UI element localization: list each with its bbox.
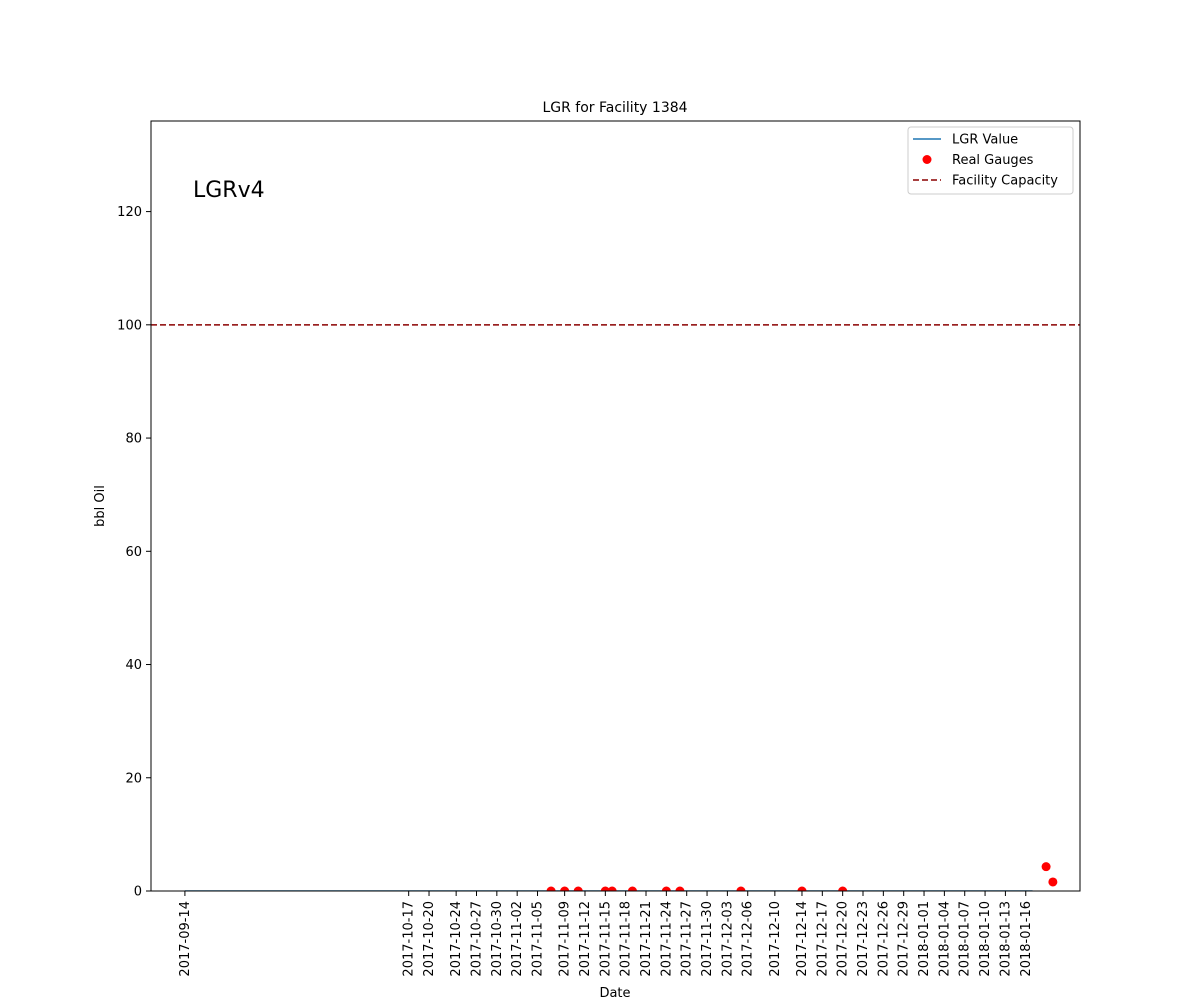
x-tick-label: 2018-01-01	[917, 901, 932, 977]
x-tick-label: 2017-11-21	[639, 901, 654, 977]
real-gauge-point	[675, 886, 685, 891]
legend-box	[907, 126, 1074, 195]
x-tick-label: 2017-12-03	[720, 901, 735, 977]
y-tick-label: 60	[125, 545, 142, 560]
y-axis-label: bbl Oil	[93, 485, 108, 527]
legend-marker-swatch	[922, 155, 932, 164]
x-tick-label: 2017-11-15	[598, 901, 613, 977]
x-tick-label: 2017-12-06	[741, 901, 756, 977]
real-gauge-point	[838, 886, 848, 891]
x-tick-label: 2017-12-14	[795, 901, 810, 977]
legend: LGR Value Real Gauges Facility Capacity	[907, 126, 1074, 195]
real-gauge-point	[560, 886, 570, 891]
x-tick-label: 2017-10-17	[402, 901, 417, 977]
x-tick-label: 2017-12-29	[897, 901, 912, 977]
x-tick-label: 2018-01-13	[998, 901, 1013, 977]
x-axis: 2017-09-14 2017-10-17 2017-10-20 2017-10-24…	[178, 891, 1034, 977]
real-gauge-point	[607, 886, 617, 891]
real-gauge-point	[797, 886, 807, 891]
real-gauge-point	[661, 886, 671, 891]
x-tick-label: 2017-12-20	[836, 901, 851, 977]
x-tick-label: 2017-10-24	[449, 901, 464, 977]
x-tick-label: 2017-11-18	[619, 901, 634, 977]
x-tick-label: 2017-10-27	[469, 901, 484, 977]
y-tick-label: 0	[134, 885, 142, 900]
x-tick-label: 2017-11-09	[558, 901, 573, 977]
real-gauge-point	[600, 886, 610, 891]
x-tick-label: 2018-01-10	[978, 901, 993, 977]
legend-label: Facility Capacity	[952, 174, 1058, 189]
legend-label: LGR Value	[952, 133, 1018, 148]
x-tick-label: 2017-10-30	[490, 901, 505, 977]
x-tick-label: 2018-01-04	[937, 901, 952, 977]
real-gauge-point	[1048, 877, 1058, 887]
x-axis-label: Date	[599, 986, 630, 1000]
real-gauge-point	[627, 886, 637, 891]
real-gauge-point	[1041, 862, 1051, 872]
real-gauge-point	[546, 886, 556, 891]
y-tick-label: 100	[117, 318, 142, 333]
plot-frame	[150, 120, 1081, 892]
x-tick-label: 2017-11-30	[700, 901, 715, 977]
x-tick-label: 2017-09-14	[178, 901, 193, 977]
plot-area	[151, 324, 1080, 891]
real-gauge-point	[736, 886, 746, 891]
chart-annotation: LGRv4	[193, 178, 265, 203]
x-tick-label: 2017-12-10	[768, 901, 783, 977]
y-tick-label: 20	[125, 771, 142, 786]
real-gauge-point	[573, 886, 583, 891]
y-axis: 0 20 40 60 80 100 120	[117, 205, 151, 900]
y-tick-label: 40	[125, 658, 142, 673]
x-tick-label: 2017-12-17	[815, 901, 830, 977]
x-tick-label: 2017-11-27	[680, 901, 695, 977]
y-tick-label: 120	[117, 205, 142, 220]
x-tick-label: 2017-11-02	[510, 901, 525, 977]
x-tick-label: 2017-11-12	[578, 901, 593, 977]
x-tick-label: 2017-12-26	[876, 901, 891, 977]
x-tick-label: 2017-11-05	[531, 901, 546, 977]
chart-title: LGR for Facility 1384	[542, 100, 687, 116]
x-tick-label: 2018-01-16	[1019, 901, 1034, 977]
x-tick-label: 2018-01-07	[958, 901, 973, 977]
x-tick-label: 2017-10-20	[422, 901, 437, 977]
y-tick-label: 80	[125, 432, 142, 447]
x-tick-label: 2017-11-24	[659, 901, 674, 977]
x-tick-label: 2017-12-23	[856, 901, 871, 977]
legend-label: Real Gauges	[952, 153, 1034, 168]
